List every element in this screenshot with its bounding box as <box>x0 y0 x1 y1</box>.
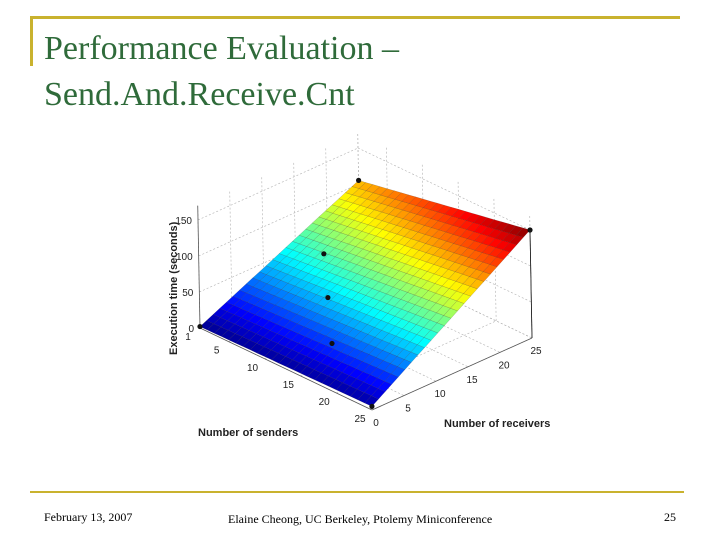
data-points <box>197 177 533 409</box>
grid-line <box>199 219 360 293</box>
grid-line <box>229 191 233 314</box>
data-point <box>321 251 327 257</box>
page-number: 25 <box>664 510 676 524</box>
sender-tick-label: 1 <box>185 332 191 343</box>
sender-tick-label: 10 <box>247 363 259 374</box>
footer-presenter: Elaine Cheong, UC Berkeley, Ptolemy Mini… <box>228 512 493 526</box>
slide-title-line-1: Performance Evaluation – <box>44 30 399 67</box>
x-axis-label: Number of senders <box>198 427 298 439</box>
sender-tick-label: 25 <box>354 414 366 425</box>
time-tick-label: 0 <box>188 324 194 335</box>
slide-left-rule <box>30 16 33 66</box>
axis-line <box>371 337 533 411</box>
grid-line <box>197 147 359 221</box>
data-point <box>369 403 375 409</box>
receiver-tick-label: 0 <box>373 418 379 429</box>
footer-date: February 13, 2007 <box>44 510 133 524</box>
data-point <box>329 340 335 347</box>
axis-line <box>199 327 373 411</box>
sender-tick-label: 20 <box>319 397 331 408</box>
surface-mesh <box>199 180 531 407</box>
receiver-tick-label: 15 <box>466 375 478 386</box>
grid-line <box>198 183 359 257</box>
time-tick-label: 150 <box>175 216 192 227</box>
receiver-tick-label: 20 <box>498 360 510 371</box>
slide-title: Performance Evaluation – Send.And.Receiv… <box>44 26 664 118</box>
data-point <box>356 177 362 183</box>
corner-drop-line <box>529 229 533 339</box>
y-axis-label: Number of receivers <box>444 418 550 430</box>
sender-tick-label: 5 <box>214 346 220 357</box>
slide-bottom-rule <box>30 491 684 493</box>
receiver-tick-label: 5 <box>405 404 411 415</box>
slide-title-line-2: Send.And.Receive.Cnt <box>44 76 355 113</box>
slide-top-rule <box>30 16 680 19</box>
receiver-tick-label: 10 <box>434 389 446 400</box>
receiver-tick-label: 25 <box>530 346 542 357</box>
data-point <box>325 294 331 301</box>
z-axis-label: Execution time (seconds) <box>168 221 180 355</box>
time-tick-label: 100 <box>176 252 193 263</box>
data-point <box>197 323 203 330</box>
time-tick-label: 50 <box>182 288 194 299</box>
axis-line <box>197 205 201 329</box>
sender-tick-label: 15 <box>283 380 295 391</box>
